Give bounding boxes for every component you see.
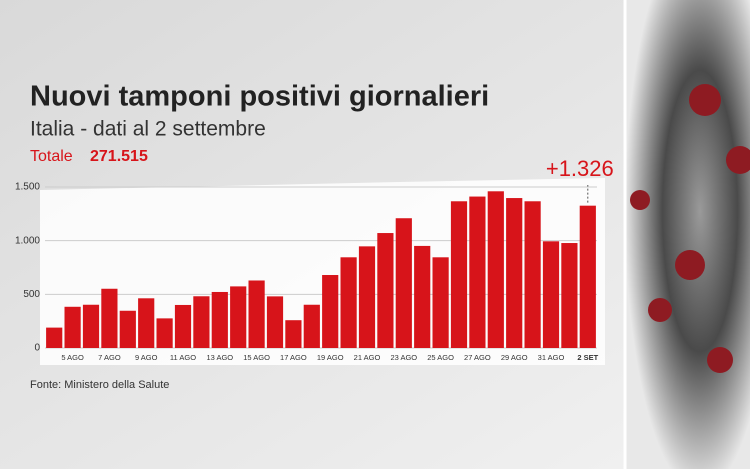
y-tick-label: 0 bbox=[34, 343, 40, 354]
bar bbox=[266, 296, 284, 348]
bar bbox=[174, 304, 192, 348]
bar bbox=[358, 246, 376, 348]
chart-subtitle: Italia - dati al 2 settembre bbox=[30, 118, 266, 141]
bar bbox=[285, 320, 302, 348]
x-tick-label: 29 AGO bbox=[501, 353, 528, 362]
source: Fonte: Ministero della Salute bbox=[30, 379, 169, 391]
bar bbox=[377, 233, 394, 348]
bar bbox=[487, 191, 504, 348]
x-tick-label: 15 AGO bbox=[243, 353, 270, 362]
bar bbox=[138, 298, 155, 348]
bar bbox=[322, 275, 339, 348]
x-tick-label: 7 AGO bbox=[98, 353, 121, 362]
bar bbox=[579, 205, 596, 348]
x-tick-label: 19 AGO bbox=[317, 353, 344, 362]
bar bbox=[101, 288, 118, 348]
x-tick-label: 31 AGO bbox=[538, 353, 565, 362]
bar bbox=[193, 296, 210, 348]
bar bbox=[230, 286, 247, 348]
bar bbox=[303, 304, 320, 348]
virus-spikes bbox=[630, 84, 750, 373]
x-tick-label: 13 AGO bbox=[206, 353, 233, 362]
bar bbox=[340, 257, 357, 348]
y-tick-label: 500 bbox=[23, 289, 40, 300]
x-tick-label: 25 AGO bbox=[427, 353, 454, 362]
bar bbox=[211, 291, 228, 348]
bar bbox=[469, 196, 486, 348]
x-tick-label: 5 AGO bbox=[61, 353, 84, 362]
x-tick-label: 23 AGO bbox=[390, 353, 417, 362]
value-label: +1.326 bbox=[546, 156, 614, 181]
y-tick-label: 1.000 bbox=[15, 235, 40, 246]
x-tick-label: 17 AGO bbox=[280, 353, 307, 362]
virus-image bbox=[625, 0, 750, 469]
bar bbox=[248, 280, 265, 348]
total-value: 271.515 bbox=[90, 148, 148, 165]
bar bbox=[64, 306, 81, 348]
bar bbox=[524, 201, 541, 348]
total-label: Totale bbox=[30, 148, 73, 165]
bar bbox=[450, 201, 468, 348]
bar bbox=[82, 304, 100, 348]
y-tick-label: 1.500 bbox=[15, 182, 40, 193]
bar bbox=[506, 198, 523, 348]
x-tick-label: 2 SET bbox=[577, 353, 598, 362]
bar bbox=[46, 327, 63, 348]
x-tick-label: 9 AGO bbox=[135, 353, 158, 362]
x-tick-label: 27 AGO bbox=[464, 353, 491, 362]
bar bbox=[561, 243, 578, 348]
bar bbox=[395, 218, 412, 348]
bar bbox=[156, 318, 173, 348]
bar bbox=[542, 241, 560, 348]
x-tick-label: 11 AGO bbox=[170, 353, 196, 362]
bar bbox=[432, 257, 449, 348]
chart-title: Nuovi tamponi positivi giornalieri bbox=[30, 81, 489, 113]
bar bbox=[119, 310, 136, 348]
x-tick-label: 21 AGO bbox=[354, 353, 381, 362]
bar bbox=[414, 245, 431, 348]
